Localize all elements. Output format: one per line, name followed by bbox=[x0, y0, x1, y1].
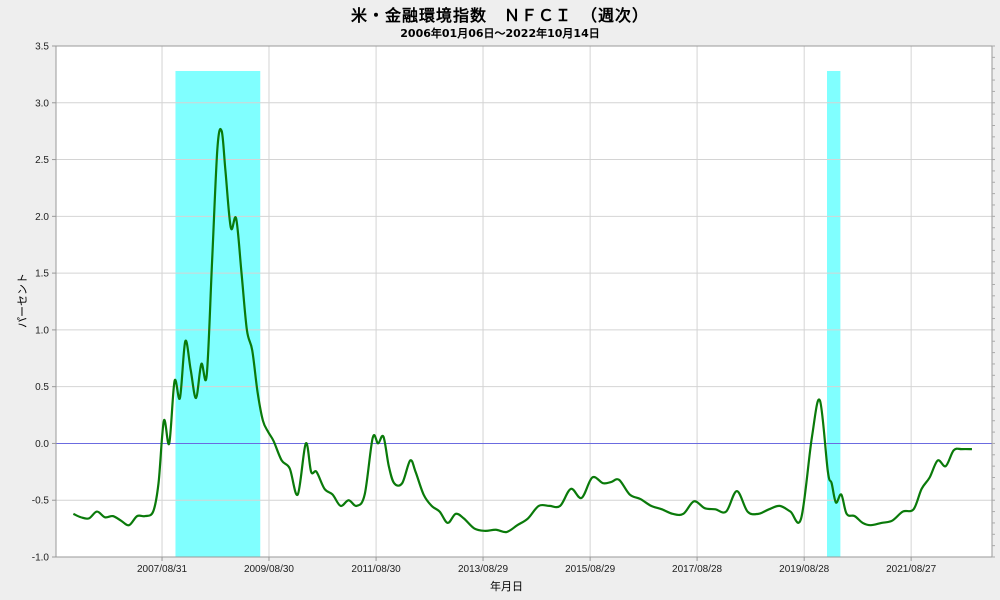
y-tick-label: -0.5 bbox=[32, 496, 50, 507]
x-tick-label: 2019/08/28 bbox=[779, 564, 829, 575]
right-axis-minor-ticks bbox=[992, 45, 995, 558]
chart-title: 米・金融環境指数 ＮＦＣＩ （週次） bbox=[350, 6, 649, 25]
y-tick-label: 3.5 bbox=[35, 42, 49, 53]
x-tick-label: 2009/08/30 bbox=[244, 564, 294, 575]
x-axis-ticks: 2007/08/31 2009/08/30 2011/08/30 2013/08/29… bbox=[137, 557, 937, 575]
y-tick-label: 0.5 bbox=[35, 382, 49, 393]
x-tick-label: 2017/08/28 bbox=[672, 564, 722, 575]
plot-frame bbox=[55, 45, 993, 558]
nfci-line bbox=[72, 128, 972, 534]
y-tick-label: 0.0 bbox=[35, 439, 49, 450]
recession-band bbox=[827, 70, 841, 557]
x-tick-label: 2015/08/29 bbox=[565, 564, 615, 575]
y-tick-label: 1.0 bbox=[35, 325, 49, 336]
x-tick-label: 2013/08/29 bbox=[458, 564, 508, 575]
y-tick-label: 2.5 bbox=[35, 155, 49, 166]
y-tick-label: 3.0 bbox=[35, 98, 49, 109]
x-tick-label: 2007/08/31 bbox=[137, 564, 187, 575]
y-axis-ticks: 3.5 3.0 2.5 2.0 1.5 1.0 0.5 0.0 -0.5 -1.0 bbox=[32, 42, 56, 564]
y-tick-label: 2.0 bbox=[35, 212, 49, 223]
chart-subtitle: 2006年01月06日～2022年10月14日 bbox=[400, 27, 600, 40]
x-tick-label: 2011/08/30 bbox=[351, 564, 401, 575]
y-tick-label: 1.5 bbox=[35, 269, 49, 280]
x-axis-label: 年月日 bbox=[490, 580, 523, 593]
y-tick-label: -1.0 bbox=[32, 553, 50, 564]
x-tick-label: 2021/08/27 bbox=[886, 564, 936, 575]
